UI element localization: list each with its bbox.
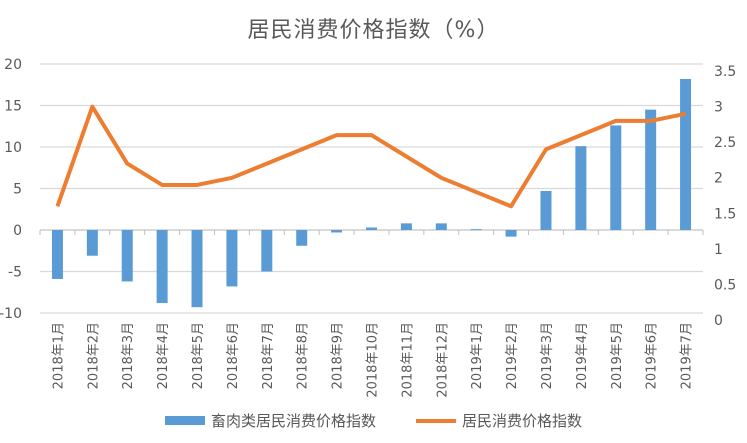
y-right-tick-label: 2.5: [714, 135, 736, 151]
legend-swatch-bar: [164, 416, 205, 425]
y-left-tick-label: 20: [4, 57, 22, 73]
x-tick-label: 2018年7月: [261, 322, 276, 389]
bar: [226, 230, 238, 287]
bar: [435, 223, 447, 230]
bar: [86, 230, 98, 256]
y-left-tick-label: -10: [0, 306, 22, 322]
x-tick-label: 2019年3月: [540, 322, 555, 389]
y-left-tick-label: 10: [4, 140, 22, 156]
legend-label: 畜肉类居民消费价格指数: [210, 412, 376, 430]
bar: [645, 109, 657, 230]
x-tick-label: 2018年10月: [366, 322, 381, 398]
legend-item-bar: 畜肉类居民消费价格指数: [164, 410, 376, 431]
bar: [156, 230, 168, 304]
legend-label: 居民消费价格指数: [462, 412, 583, 430]
y-right-tick-label: 0: [714, 313, 723, 329]
bar: [400, 223, 412, 230]
line-series: [55, 104, 686, 209]
y-left-tick-label: 15: [4, 99, 22, 115]
x-tick-label: 2019年6月: [645, 322, 660, 389]
y-left-tick-label: -5: [8, 265, 22, 281]
legend-swatch-line: [416, 418, 456, 423]
bar: [575, 146, 587, 230]
bar: [610, 125, 622, 230]
x-tick-label: 2018年8月: [296, 322, 311, 389]
x-tick-label: 2018年11月: [400, 322, 415, 398]
x-tick-label: 2018年2月: [86, 322, 101, 389]
x-tick-label: 2018年6月: [226, 322, 241, 389]
bar: [331, 230, 343, 233]
y-right-tick-label: 1.5: [714, 206, 736, 222]
bar: [191, 230, 203, 308]
x-tick-label: 2019年1月: [470, 322, 485, 389]
y-right-tick-label: 2: [714, 171, 723, 187]
y-right-tick-label: 0.5: [714, 277, 736, 293]
legend-item-line: 居民消费价格指数: [416, 410, 582, 431]
y-right-tick-label: 1: [714, 242, 723, 258]
x-tick-label: 2019年7月: [680, 322, 695, 389]
y-left-tick-label: 0: [13, 223, 22, 239]
bar: [505, 230, 517, 237]
bar: [51, 230, 63, 279]
x-tick-label: 2018年12月: [435, 322, 450, 398]
x-tick-label: 2019年2月: [505, 322, 520, 389]
bar: [680, 78, 692, 230]
bar: [540, 190, 552, 230]
x-tick-label: 2018年1月: [51, 322, 66, 389]
bar: [470, 229, 482, 231]
x-tick-label: 2019年5月: [610, 322, 625, 389]
y-right-tick-label: 3: [714, 100, 723, 116]
y-right-tick-label: 3.5: [714, 64, 736, 80]
bar: [296, 230, 308, 246]
y-left-tick-label: 5: [13, 182, 22, 198]
bar: [366, 227, 377, 230]
legend: 畜肉类居民消费价格指数 居民消费价格指数: [0, 410, 747, 431]
bar: [261, 230, 273, 272]
chart-title: 居民消费价格指数（%）: [247, 18, 500, 43]
x-tick-label: 2018年5月: [191, 322, 206, 389]
x-tick-label: 2018年4月: [156, 322, 171, 389]
x-tick-label: 2019年4月: [575, 322, 590, 389]
bar: [121, 230, 133, 282]
x-tick-label: 2018年3月: [121, 322, 136, 389]
x-tick-label: 2018年9月: [331, 322, 346, 389]
